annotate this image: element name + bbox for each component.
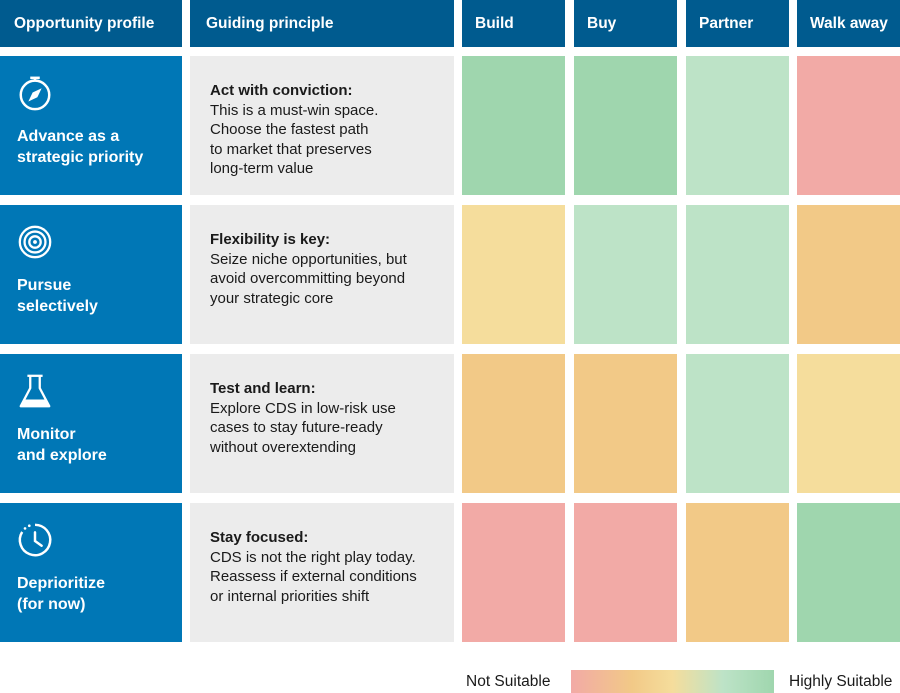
heatmap-cell-partner — [686, 205, 789, 344]
principle-cell: Stay focused: CDS is not the right play t… — [190, 503, 454, 642]
column-header-buy: Buy — [574, 0, 677, 47]
heatmap-cell-walk-away — [797, 503, 900, 642]
principle-cell: Test and learn: Explore CDS in low-risk u… — [190, 354, 454, 493]
column-header-partner: Partner — [686, 0, 789, 47]
column-header-build: Build — [462, 0, 565, 47]
heatmap-cell-partner — [686, 56, 789, 195]
compass-icon — [16, 74, 54, 112]
heatmap-cell-partner — [686, 354, 789, 493]
principle-title: Test and learn: — [210, 380, 316, 397]
heatmap-cell-buy — [574, 354, 677, 493]
profile-cell: Monitor and explore — [0, 354, 182, 493]
profile-cell: Deprioritize (for now) — [0, 503, 182, 642]
header-opportunity-profile: Opportunity profile — [0, 0, 182, 47]
heatmap-cell-build — [462, 354, 565, 493]
header-guiding-principle: Guiding principle — [190, 0, 454, 47]
profile-cell: Pursue selectively — [0, 205, 182, 344]
heatmap-cell-walk-away — [797, 56, 900, 195]
column-header-walk-away: Walk away — [797, 0, 900, 47]
heatmap-cell-buy — [574, 205, 677, 344]
principle-body: Seize niche opportunities, but avoid ove… — [210, 250, 407, 307]
principle-body: This is a must-win space. Choose the fas… — [210, 101, 379, 178]
target-icon — [16, 223, 54, 261]
principle-body: Explore CDS in low-risk use cases to sta… — [210, 399, 396, 456]
principle-cell: Flexibility is key: Seize niche opportuni… — [190, 205, 454, 344]
profile-name: Pursue selectively — [17, 277, 98, 315]
heatmap-cell-buy — [574, 503, 677, 642]
profile-name: Deprioritize (for now) — [17, 575, 106, 613]
legend-low-label: Not Suitable — [466, 673, 551, 690]
profile-cell: Advance as a strategic priority — [0, 56, 182, 195]
clock-icon — [16, 521, 54, 559]
heatmap-cell-buy — [574, 56, 677, 195]
principle-title: Stay focused: — [210, 529, 309, 546]
principle-body: CDS is not the right play today. Reasses… — [210, 548, 417, 605]
heatmap-cell-walk-away — [797, 354, 900, 493]
profile-name: Advance as a strategic priority — [17, 128, 144, 166]
heatmap-cell-partner — [686, 503, 789, 642]
principle-title: Act with conviction: — [210, 82, 353, 99]
heatmap-cell-build — [462, 205, 565, 344]
principle-cell: Act with conviction: This is a must-win s… — [190, 56, 454, 195]
legend-gradient-bar — [571, 670, 774, 693]
flask-icon — [16, 372, 54, 410]
heatmap-cell-walk-away — [797, 205, 900, 344]
legend-high-label: Highly Suitable — [789, 673, 893, 690]
profile-name: Monitor and explore — [17, 426, 107, 464]
heatmap-cell-build — [462, 56, 565, 195]
principle-title: Flexibility is key: — [210, 231, 331, 248]
heatmap-cell-build — [462, 503, 565, 642]
